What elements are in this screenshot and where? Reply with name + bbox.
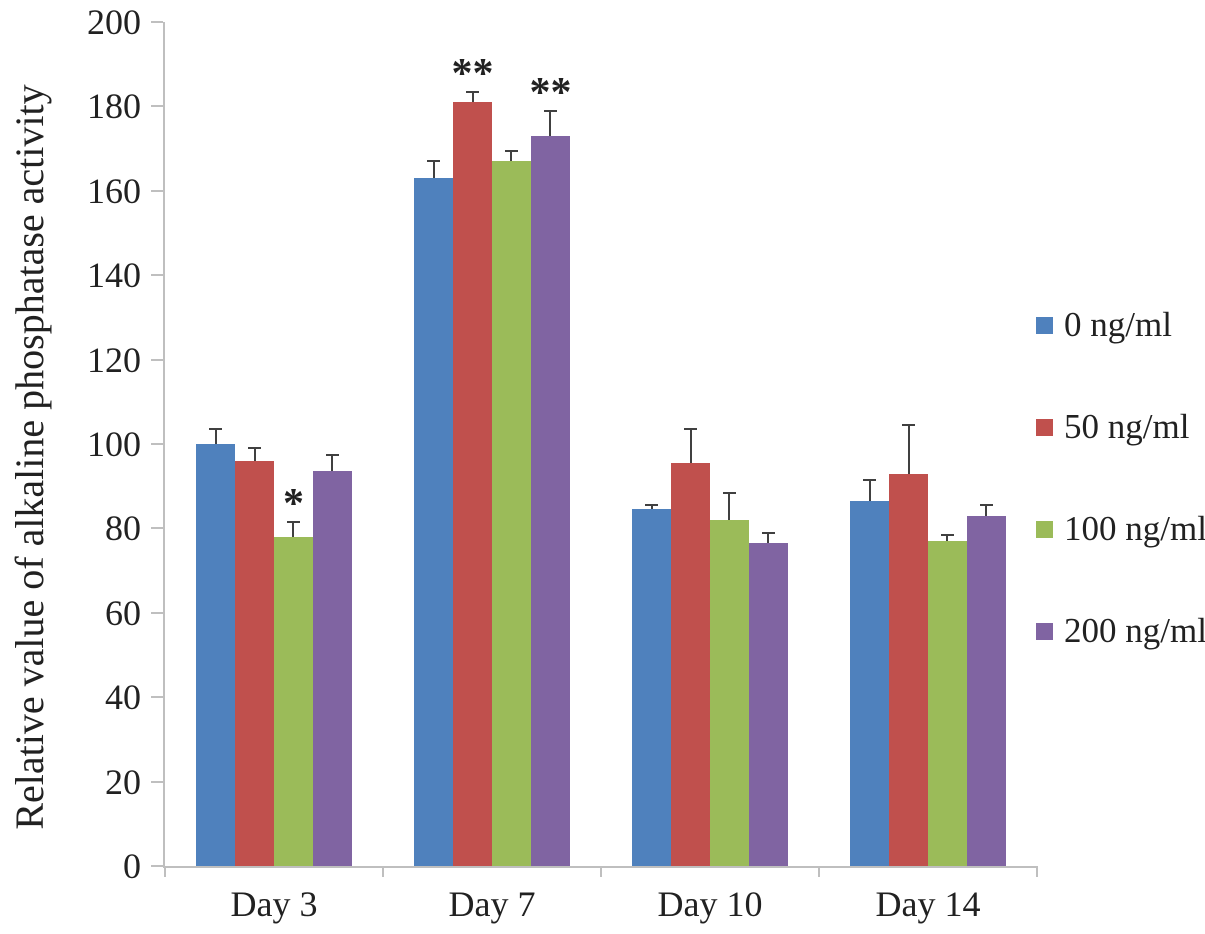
error-bar-day-10-200-ng-ml	[767, 532, 770, 544]
error-bar-cap-day-7-200-ng-ml	[543, 109, 557, 112]
y-axis-line	[163, 22, 165, 868]
bar-day-10-100-ng-ml	[710, 519, 749, 866]
y-axis-tick-label: 40	[105, 677, 141, 718]
x-axis-tick-mark	[818, 866, 820, 877]
legend-item-200-ng-ml: 200 ng/ml	[1036, 611, 1205, 651]
y-axis-tick-mark	[151, 274, 163, 277]
legend-label-50-ng-ml: 50 ng/ml	[1064, 407, 1190, 446]
error-bar-cap-day-7-100-ng-ml	[504, 149, 518, 152]
error-bar-day-10-100-ng-ml	[728, 492, 731, 520]
error-bar-day-7-200-ng-ml	[549, 110, 552, 136]
bar-day-14-100-ng-ml	[928, 541, 967, 866]
legend-item-50-ng-ml: 50 ng/ml	[1036, 407, 1189, 447]
x-axis-tick-mark	[164, 866, 166, 877]
y-axis-tick-label: 120	[87, 339, 141, 380]
y-axis-tick-label: 180	[87, 86, 141, 127]
error-bar-day-3-100-ng-ml	[292, 522, 295, 537]
y-axis-tick-mark	[151, 527, 163, 530]
y-axis-tick-label: 60	[105, 592, 141, 633]
error-bar-cap-day-14-100-ng-ml	[940, 533, 954, 536]
error-bar-cap-day-10-50-ng-ml	[684, 428, 698, 431]
error-bar-cap-day-10-200-ng-ml	[761, 531, 775, 534]
legend-swatch-200-ng-ml	[1036, 622, 1053, 640]
x-axis-category-label-day-14: Day 14	[875, 884, 981, 924]
x-axis-category-label-day-7: Day 7	[448, 884, 536, 924]
significance-marker-day-3-100-ng-ml: *	[282, 481, 304, 528]
bar-day-10-50-ng-ml	[671, 462, 710, 866]
error-bar-day-14-100-ng-ml	[946, 534, 949, 542]
error-bar-cap-day-7-50-ng-ml	[466, 90, 480, 93]
y-axis-tick-label: 200	[87, 2, 141, 42]
bar-day-7-200-ng-ml	[530, 135, 570, 866]
legend-label-0-ng-ml: 0 ng/ml	[1064, 305, 1172, 344]
legend-swatch-0-ng-ml	[1036, 316, 1053, 334]
error-bar-day-14-50-ng-ml	[907, 425, 910, 474]
y-axis-tick-mark	[151, 105, 163, 108]
error-bar-cap-day-3-100-ng-ml	[286, 521, 300, 524]
y-axis-tick-label: 80	[105, 508, 141, 549]
legend-item-0-ng-ml: 0 ng/ml	[1036, 305, 1172, 345]
error-bar-day-3-50-ng-ml	[253, 448, 256, 461]
x-axis-category-label-day-10: Day 10	[657, 884, 763, 924]
legend-label-200-ng-ml: 200 ng/ml	[1064, 611, 1205, 650]
error-bar-cap-day-14-50-ng-ml	[902, 424, 916, 426]
error-bar-cap-day-3-200-ng-ml	[325, 453, 339, 456]
error-bar-cap-day-10-100-ng-ml	[722, 491, 736, 494]
legend-swatch-100-ng-ml	[1036, 520, 1053, 538]
significance-marker-day-7-200-ng-ml: **	[529, 69, 572, 116]
y-axis-tick-label: 100	[87, 424, 141, 464]
error-bar-day-10-50-ng-ml	[689, 429, 692, 463]
legend-item-100-ng-ml: 100 ng/ml	[1036, 509, 1205, 549]
bar-day-3-100-ng-ml	[274, 536, 313, 866]
legend-label-100-ng-ml: 100 ng/ml	[1064, 509, 1205, 548]
error-bar-cap-day-7-0-ng-ml	[427, 160, 441, 163]
error-bar-day-14-200-ng-ml	[985, 505, 988, 516]
y-axis-tick-mark	[151, 443, 163, 445]
legend: 0 ng/ml 50 ng/ml 100 ng/ml 200 ng/ml	[1036, 305, 1205, 655]
error-bar-day-10-0-ng-ml	[650, 505, 653, 510]
error-bar-day-3-200-ng-ml	[331, 454, 334, 472]
y-axis-tick-mark	[151, 696, 163, 699]
bar-day-7-100-ng-ml	[492, 161, 531, 866]
x-axis-tick-mark	[382, 866, 384, 877]
y-axis-tick-label: 140	[87, 255, 141, 296]
y-axis-tick-label: 20	[105, 761, 141, 802]
y-axis-tick-mark	[151, 189, 163, 192]
significance-marker-day-7-50-ng-ml: **	[451, 50, 494, 97]
bar-day-7-50-ng-ml	[453, 102, 492, 866]
y-axis-tick-mark	[151, 865, 163, 867]
bar-day-10-0-ng-ml	[632, 509, 672, 866]
x-axis-tick-mark	[1036, 866, 1038, 877]
x-axis-tick-mark	[600, 866, 602, 877]
y-axis-tick-label: 0	[123, 846, 141, 886]
bar-day-14-50-ng-ml	[889, 473, 928, 866]
legend-swatch-50-ng-ml	[1036, 418, 1053, 436]
bar-day-14-0-ng-ml	[850, 500, 890, 866]
error-bar-cap-day-3-0-ng-ml	[209, 428, 223, 431]
bar-day-14-200-ng-ml	[966, 515, 1006, 866]
x-axis-category-label-day-3: Day 3	[230, 884, 318, 924]
error-bar-day-14-0-ng-ml	[868, 479, 871, 501]
y-axis-tick-mark	[151, 780, 163, 783]
error-bar-day-7-100-ng-ml	[510, 150, 513, 162]
error-bar-day-3-0-ng-ml	[214, 429, 217, 444]
bar-day-3-50-ng-ml	[235, 460, 274, 866]
bar-day-10-200-ng-ml	[748, 543, 788, 866]
error-bar-day-7-0-ng-ml	[432, 161, 435, 179]
y-axis-tick-mark	[151, 21, 163, 23]
bar-day-3-200-ng-ml	[312, 471, 352, 866]
y-axis-tick-mark	[151, 611, 163, 614]
bar-day-3-0-ng-ml	[196, 444, 236, 866]
error-bar-cap-day-14-0-ng-ml	[863, 478, 877, 481]
error-bar-cap-day-3-50-ng-ml	[248, 447, 262, 450]
y-axis-tick-label: 160	[87, 170, 141, 211]
y-axis-tick-mark	[151, 358, 163, 361]
bar-day-7-0-ng-ml	[414, 178, 454, 866]
error-bar-cap-day-10-0-ng-ml	[645, 504, 659, 507]
error-bar-cap-day-14-200-ng-ml	[979, 504, 993, 507]
error-bar-day-7-50-ng-ml	[471, 91, 474, 103]
